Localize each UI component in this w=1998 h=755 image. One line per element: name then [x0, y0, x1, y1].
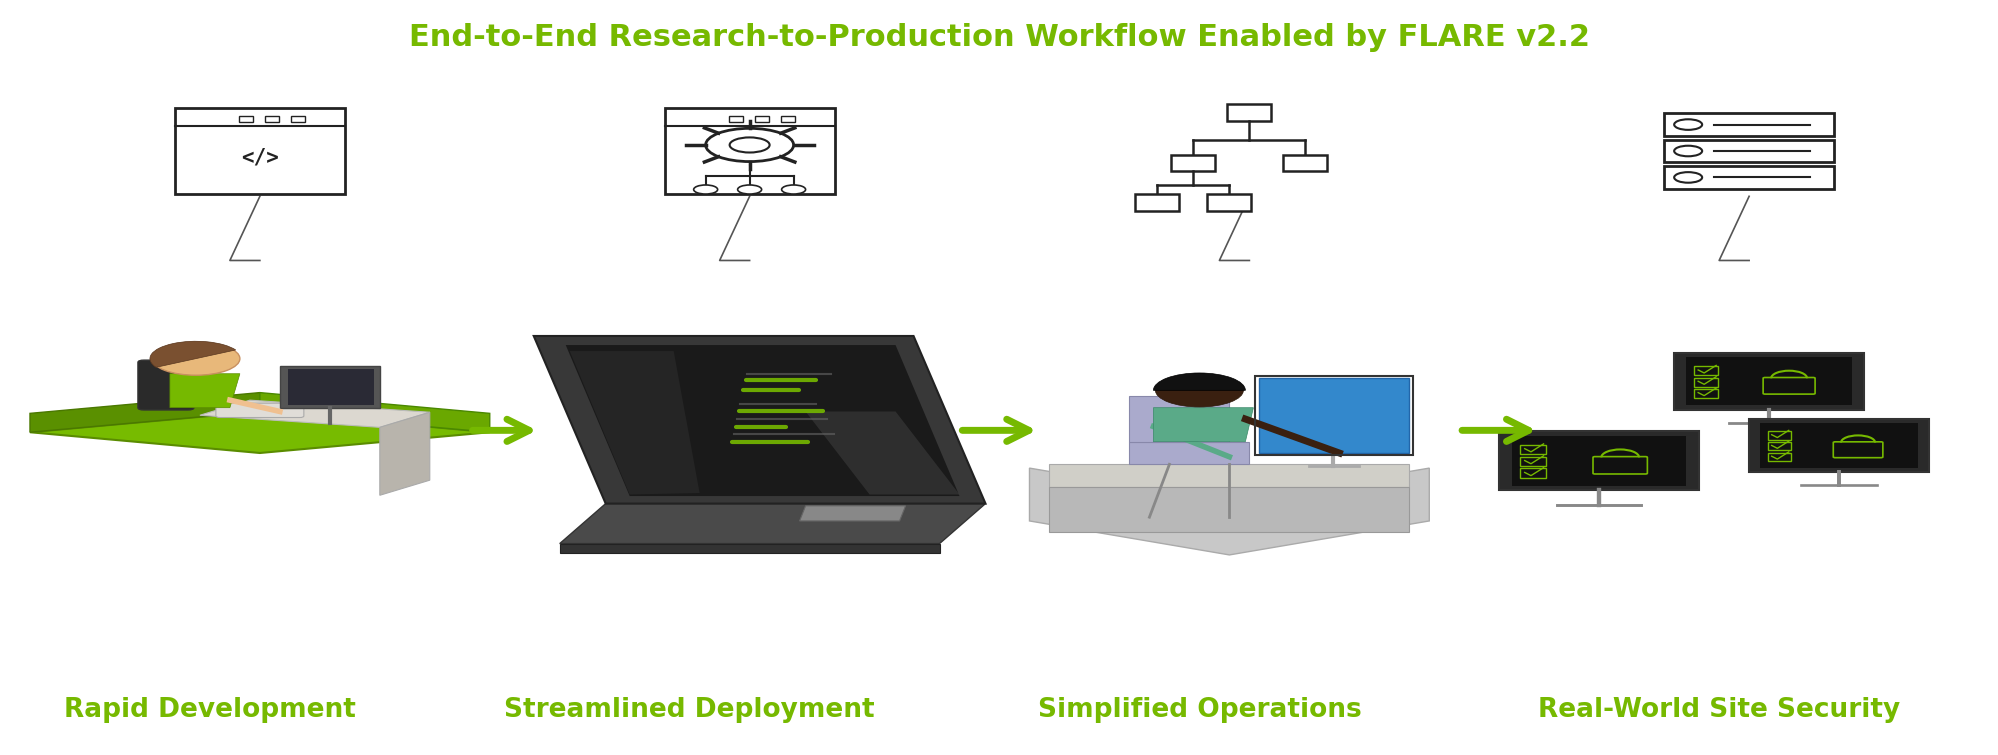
Bar — [779, 116, 793, 122]
Bar — [1694, 366, 1718, 375]
FancyBboxPatch shape — [663, 107, 835, 194]
Polygon shape — [533, 336, 985, 504]
FancyBboxPatch shape — [1510, 436, 1686, 485]
FancyBboxPatch shape — [1760, 423, 1916, 468]
Circle shape — [1674, 146, 1702, 156]
Polygon shape — [1049, 464, 1409, 487]
Bar — [1662, 166, 1834, 189]
Bar — [1694, 389, 1718, 398]
FancyBboxPatch shape — [138, 360, 194, 410]
Polygon shape — [1153, 408, 1253, 442]
Polygon shape — [569, 351, 699, 495]
Wedge shape — [1153, 373, 1245, 390]
Polygon shape — [805, 411, 959, 495]
Polygon shape — [30, 411, 490, 453]
Circle shape — [705, 128, 793, 162]
Circle shape — [1674, 172, 1702, 183]
Bar — [1766, 442, 1790, 451]
Text: Real-World Site Security: Real-World Site Security — [1536, 697, 1900, 723]
Circle shape — [1674, 119, 1702, 130]
Polygon shape — [1259, 378, 1409, 453]
Polygon shape — [1029, 468, 1429, 555]
Circle shape — [729, 137, 769, 153]
Bar — [753, 116, 767, 122]
Bar — [1662, 140, 1834, 162]
Text: End-to-End Research-to-Production Workflow Enabled by FLARE v2.2: End-to-End Research-to-Production Workfl… — [410, 23, 1588, 52]
Bar — [1520, 445, 1544, 455]
Polygon shape — [380, 412, 430, 495]
Text: Streamlined Deployment: Streamlined Deployment — [503, 697, 875, 723]
Circle shape — [152, 342, 240, 375]
Circle shape — [693, 185, 717, 194]
FancyBboxPatch shape — [1686, 358, 1850, 405]
Bar — [1766, 431, 1790, 439]
Polygon shape — [799, 506, 905, 521]
Bar — [292, 116, 306, 122]
Bar — [1283, 155, 1327, 171]
Bar — [1520, 468, 1544, 478]
Text: </>: </> — [242, 147, 278, 167]
Circle shape — [737, 185, 761, 194]
Polygon shape — [200, 400, 430, 427]
Circle shape — [781, 185, 805, 194]
FancyBboxPatch shape — [1748, 418, 1928, 473]
Polygon shape — [1129, 396, 1229, 442]
Bar — [1171, 155, 1215, 171]
FancyBboxPatch shape — [1674, 353, 1864, 409]
Polygon shape — [559, 504, 985, 544]
Polygon shape — [170, 374, 240, 408]
FancyBboxPatch shape — [1498, 431, 1698, 490]
FancyBboxPatch shape — [280, 366, 380, 408]
Bar — [266, 116, 280, 122]
Bar — [1207, 194, 1251, 211]
Polygon shape — [260, 393, 490, 432]
FancyBboxPatch shape — [288, 369, 374, 405]
Text: Rapid Development: Rapid Development — [64, 697, 356, 723]
Circle shape — [1155, 374, 1243, 407]
FancyBboxPatch shape — [216, 403, 304, 418]
Polygon shape — [559, 544, 939, 553]
Bar — [1694, 378, 1718, 387]
FancyBboxPatch shape — [176, 107, 344, 194]
Polygon shape — [30, 393, 260, 432]
Bar — [1520, 457, 1544, 466]
Bar — [1766, 452, 1790, 461]
Bar — [727, 116, 743, 122]
Polygon shape — [1129, 442, 1249, 464]
Bar — [1227, 104, 1271, 121]
Bar — [1135, 194, 1179, 211]
Wedge shape — [150, 341, 236, 367]
Bar — [240, 116, 252, 122]
Bar — [1662, 113, 1834, 136]
Text: Simplified Operations: Simplified Operations — [1037, 697, 1361, 723]
Polygon shape — [565, 345, 959, 496]
Polygon shape — [1049, 487, 1409, 532]
